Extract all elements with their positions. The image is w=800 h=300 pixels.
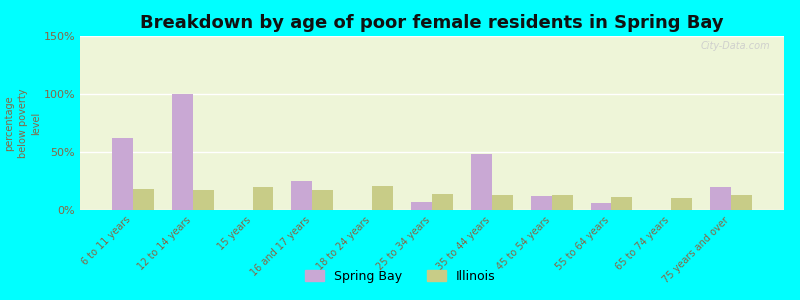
Bar — [133, 189, 154, 210]
Bar — [471, 154, 492, 210]
Bar — [530, 196, 552, 210]
Bar — [411, 202, 432, 210]
Bar — [492, 195, 513, 210]
Bar — [432, 194, 453, 210]
Bar — [731, 195, 752, 210]
Bar — [590, 203, 611, 210]
Bar — [172, 94, 193, 210]
Bar — [611, 197, 632, 210]
Bar — [253, 187, 274, 210]
Legend: Spring Bay, Illinois: Spring Bay, Illinois — [300, 265, 500, 288]
Bar — [710, 187, 731, 210]
Bar — [112, 138, 133, 210]
Bar — [312, 190, 334, 210]
Bar — [552, 195, 573, 210]
Bar — [193, 190, 214, 210]
Title: Breakdown by age of poor female residents in Spring Bay: Breakdown by age of poor female resident… — [140, 14, 724, 32]
Bar — [372, 186, 393, 210]
Text: City-Data.com: City-Data.com — [700, 41, 770, 51]
Bar — [291, 181, 312, 210]
Bar — [671, 198, 692, 210]
Y-axis label: percentage
below poverty
level: percentage below poverty level — [4, 88, 41, 158]
